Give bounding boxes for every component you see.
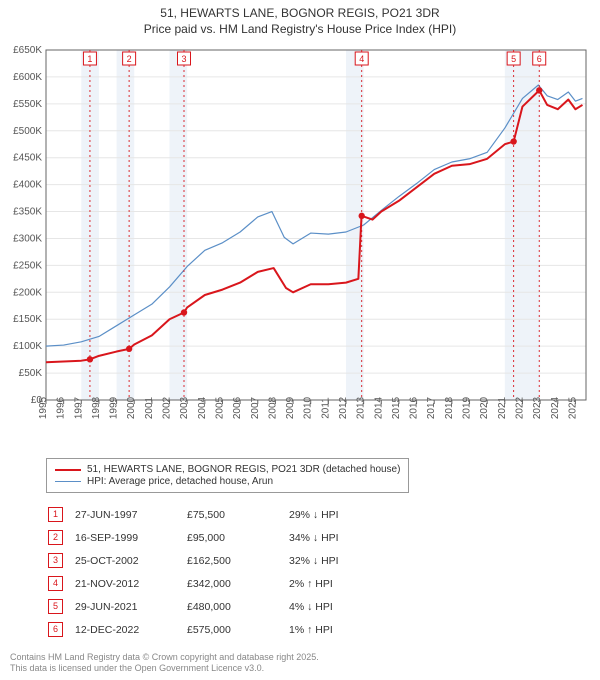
sale-delta: 29% ↓ HPI	[289, 504, 349, 525]
table-row: 6 12-DEC-2022£575,0001% ↑ HPI	[48, 619, 349, 640]
chart: £0£50K£100K£150K£200K£250K£300K£350K£400…	[0, 40, 600, 450]
sale-price: £162,500	[187, 550, 287, 571]
sale-number-box: 4	[48, 576, 63, 591]
y-tick-label: £100K	[13, 341, 42, 352]
sale-marker-dot	[87, 356, 93, 362]
sale-delta: 32% ↓ HPI	[289, 550, 349, 571]
table-row: 4 21-NOV-2012£342,0002% ↑ HPI	[48, 573, 349, 594]
sale-number-box: 2	[48, 530, 63, 545]
sale-date: 21-NOV-2012	[75, 573, 185, 594]
sale-marker-dot	[359, 213, 365, 219]
legend-row: HPI: Average price, detached house, Arun	[55, 476, 400, 487]
sale-price: £95,000	[187, 527, 287, 548]
sale-number-box: 6	[48, 622, 63, 637]
table-row: 2 16-SEP-1999£95,00034% ↓ HPI	[48, 527, 349, 548]
y-tick-label: £200K	[13, 287, 42, 298]
sales-table: 1 27-JUN-1997£75,50029% ↓ HPI 2 16-SEP-1999…	[46, 502, 351, 642]
sale-marker-dot	[536, 87, 542, 93]
sale-delta: 2% ↑ HPI	[289, 573, 349, 594]
sale-marker-number: 2	[127, 54, 132, 64]
sale-price: £75,500	[187, 504, 287, 525]
sale-marker-dot	[181, 309, 187, 315]
legend: 51, HEWARTS LANE, BOGNOR REGIS, PO21 3DR…	[46, 458, 409, 493]
y-tick-label: £500K	[13, 126, 42, 137]
y-tick-label: £350K	[13, 207, 42, 218]
chart-svg: £0£50K£100K£150K£200K£250K£300K£350K£400…	[0, 40, 600, 450]
sale-marker-number: 5	[511, 54, 516, 64]
sale-price: £575,000	[187, 619, 287, 640]
y-tick-label: £650K	[13, 45, 42, 56]
page-container: 51, HEWARTS LANE, BOGNOR REGIS, PO21 3DR…	[0, 0, 600, 680]
legend-label: HPI: Average price, detached house, Arun	[87, 476, 273, 487]
legend-label: 51, HEWARTS LANE, BOGNOR REGIS, PO21 3DR…	[87, 464, 400, 475]
y-tick-label: £550K	[13, 99, 42, 110]
sale-date: 25-OCT-2002	[75, 550, 185, 571]
sale-marker-number: 6	[537, 54, 542, 64]
sale-price: £480,000	[187, 596, 287, 617]
title-line-2: Price paid vs. HM Land Registry's House …	[0, 22, 600, 38]
sale-date: 27-JUN-1997	[75, 504, 185, 525]
y-tick-label: £450K	[13, 153, 42, 164]
chart-title: 51, HEWARTS LANE, BOGNOR REGIS, PO21 3DR…	[0, 0, 600, 37]
sale-delta: 34% ↓ HPI	[289, 527, 349, 548]
sale-marker-dot	[126, 346, 132, 352]
sale-date: 29-JUN-2021	[75, 596, 185, 617]
sale-marker-number: 4	[359, 54, 364, 64]
sale-date: 12-DEC-2022	[75, 619, 185, 640]
sale-delta: 1% ↑ HPI	[289, 619, 349, 640]
title-line-1: 51, HEWARTS LANE, BOGNOR REGIS, PO21 3DR	[0, 6, 600, 22]
footer-line-1: Contains HM Land Registry data © Crown c…	[10, 652, 319, 663]
table-row: 3 25-OCT-2002£162,50032% ↓ HPI	[48, 550, 349, 571]
year-band	[522, 50, 540, 400]
sale-number-box: 3	[48, 553, 63, 568]
year-band	[170, 50, 188, 400]
table-row: 1 27-JUN-1997£75,50029% ↓ HPI	[48, 504, 349, 525]
y-tick-label: £300K	[13, 233, 42, 244]
y-tick-label: £150K	[13, 314, 42, 325]
legend-swatch	[55, 469, 81, 471]
sale-price: £342,000	[187, 573, 287, 594]
footer: Contains HM Land Registry data © Crown c…	[10, 652, 319, 675]
y-tick-label: £600K	[13, 72, 42, 83]
sale-marker-dot	[510, 138, 516, 144]
sale-date: 16-SEP-1999	[75, 527, 185, 548]
sale-marker-number: 1	[87, 54, 92, 64]
y-tick-label: £250K	[13, 260, 42, 271]
y-tick-label: £400K	[13, 180, 42, 191]
sale-delta: 4% ↓ HPI	[289, 596, 349, 617]
table-row: 5 29-JUN-2021£480,0004% ↓ HPI	[48, 596, 349, 617]
sale-number-box: 5	[48, 599, 63, 614]
legend-row: 51, HEWARTS LANE, BOGNOR REGIS, PO21 3DR…	[55, 464, 400, 475]
y-tick-label: £50K	[19, 368, 43, 379]
sale-number-box: 1	[48, 507, 63, 522]
footer-line-2: This data is licensed under the Open Gov…	[10, 663, 319, 674]
legend-swatch	[55, 481, 81, 482]
sale-marker-number: 3	[181, 54, 186, 64]
